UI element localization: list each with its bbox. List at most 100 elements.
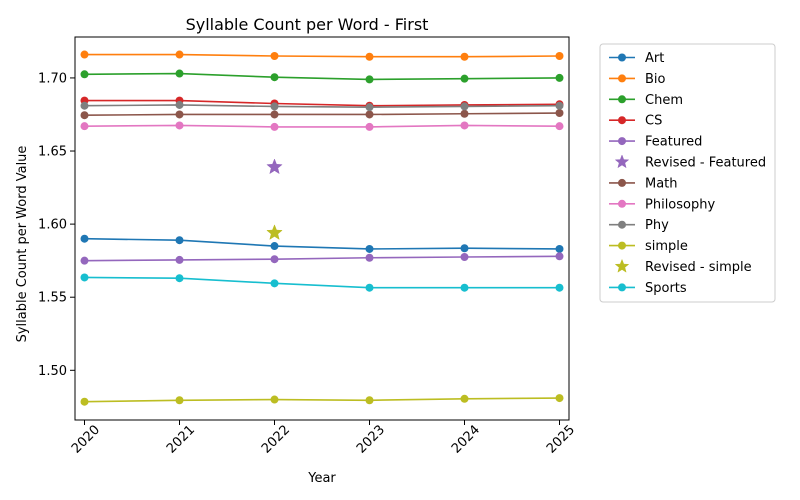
x-axis: 2020 2021 2022 2023 2024 2025 — [69, 420, 578, 457]
legend-entry: Sports — [609, 281, 687, 296]
data-point — [365, 52, 374, 61]
y-tick-label: 1.50 — [38, 364, 67, 379]
data-point — [175, 274, 184, 283]
data-point — [365, 75, 374, 84]
data-point — [80, 111, 89, 120]
data-point — [80, 397, 89, 406]
legend-entry: simple — [609, 239, 688, 254]
legend-swatch-marker — [618, 116, 626, 125]
legend-label: Chem — [645, 93, 683, 108]
data-point — [175, 396, 184, 405]
data-point — [555, 101, 564, 110]
data-point — [460, 74, 469, 83]
legend-entry: Art — [609, 51, 664, 66]
data-point — [460, 109, 469, 118]
series-featured — [80, 252, 564, 265]
series-line — [84, 99, 560, 107]
data-point — [175, 236, 184, 245]
y-tick-label: 1.70 — [38, 71, 67, 86]
data-point — [175, 50, 184, 59]
legend-entry: CS — [609, 114, 662, 129]
legend-entry: Math — [609, 176, 678, 191]
legend-label: CS — [645, 114, 662, 129]
data-point — [80, 50, 89, 59]
series-simple — [80, 394, 564, 406]
legend-swatch-marker — [618, 53, 626, 62]
data-point — [270, 52, 279, 61]
data-point — [270, 122, 279, 131]
data-point-star — [266, 158, 283, 175]
data-point — [365, 122, 374, 131]
x-tick-label: 2022 — [259, 423, 293, 457]
data-point — [365, 110, 374, 119]
data-point — [270, 395, 279, 404]
data-point — [555, 244, 564, 253]
data-point — [270, 102, 279, 111]
data-point — [175, 100, 184, 109]
legend-swatch-marker — [618, 178, 626, 187]
x-tick-label: 2021 — [164, 423, 198, 457]
series-line — [84, 124, 560, 128]
series-revised-simple — [266, 224, 283, 240]
legend-swatch-marker — [618, 199, 626, 208]
data-point — [460, 52, 469, 61]
data-point — [460, 253, 469, 262]
legend-label: Phy — [645, 218, 669, 233]
series-line — [84, 276, 560, 289]
legend-label: Revised - simple — [645, 260, 752, 275]
legend-entry: Philosophy — [609, 197, 715, 212]
data-point — [555, 252, 564, 261]
legend-label: Revised - Featured — [645, 156, 766, 171]
data-point — [460, 244, 469, 253]
legend-label: Sports — [645, 281, 687, 296]
legend-label: Math — [645, 176, 678, 191]
legend-label: Philosophy — [645, 197, 715, 212]
series-art — [80, 234, 564, 253]
data-point — [175, 69, 184, 78]
x-axis-title: Year — [307, 471, 336, 486]
plot-frame — [74, 36, 570, 421]
data-point — [555, 109, 564, 118]
legend: Art Bio Chem CS Featured Revised - Featured Ma… — [599, 43, 776, 303]
data-point — [270, 110, 279, 119]
data-point — [80, 256, 89, 265]
plot-area — [80, 50, 564, 406]
legend-label: Featured — [645, 135, 702, 150]
data-point — [270, 242, 279, 251]
series-cs — [80, 96, 564, 110]
series-line — [84, 104, 560, 108]
data-point — [175, 255, 184, 264]
data-point — [555, 283, 564, 292]
data-point — [555, 73, 564, 82]
series-math — [80, 109, 564, 120]
data-point — [555, 394, 564, 403]
data-point — [175, 121, 184, 130]
series-line — [84, 72, 560, 81]
series-line — [84, 255, 560, 262]
y-axis-title: Syllable Count per Word Value — [15, 146, 30, 343]
data-point — [270, 255, 279, 264]
series-line — [84, 237, 560, 250]
legend-swatch-marker — [618, 220, 626, 229]
y-axis: 1.50 1.55 1.60 1.65 1.70 — [38, 71, 75, 379]
data-point — [365, 244, 374, 253]
data-point — [555, 52, 564, 61]
y-tick-label: 1.65 — [38, 145, 67, 160]
legend-label: simple — [645, 239, 688, 254]
y-tick-label: 1.60 — [38, 218, 67, 233]
legend-swatch-star — [614, 154, 630, 169]
x-tick-label: 2025 — [544, 423, 578, 457]
data-point — [460, 102, 469, 111]
data-point — [460, 121, 469, 130]
data-point — [80, 234, 89, 243]
legend-label: Bio — [645, 72, 666, 87]
legend-entry: Revised - simple — [614, 258, 752, 275]
legend-swatch-marker — [618, 283, 626, 292]
legend-entry: Revised - Featured — [614, 154, 766, 171]
data-point — [460, 283, 469, 292]
series-line — [84, 397, 560, 403]
data-point — [80, 70, 89, 79]
legend-entry: Chem — [609, 93, 683, 108]
legend-box — [599, 43, 776, 303]
series-revised-featured — [266, 158, 283, 175]
